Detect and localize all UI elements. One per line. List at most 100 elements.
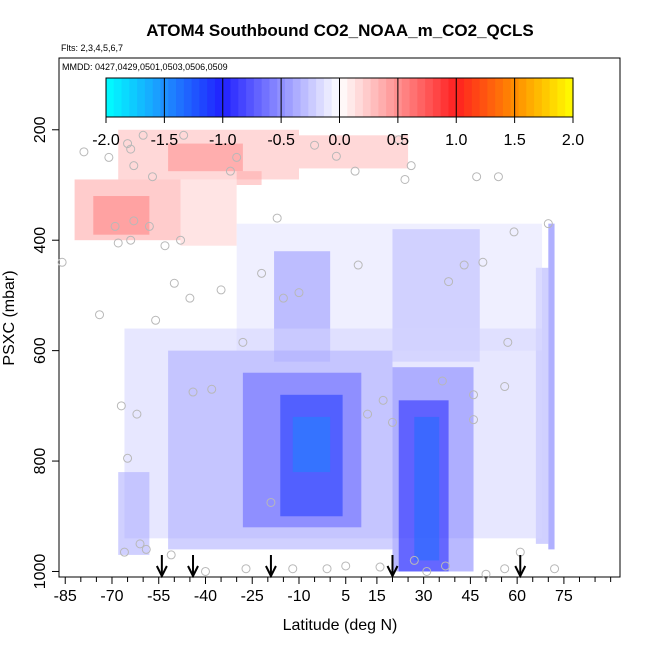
sample-point	[129, 161, 139, 171]
flight-arrow	[386, 555, 399, 579]
colorbar-tick-label: 1.5	[504, 132, 526, 149]
x-tick-label: -55	[147, 588, 170, 605]
flight-arrows	[155, 555, 527, 579]
colorbar-tick-label: 0.0	[328, 132, 350, 149]
flight-arrow	[155, 555, 168, 579]
sample-point	[288, 564, 298, 574]
colorbar-swatch	[456, 78, 465, 117]
colorbar-swatch	[541, 78, 551, 117]
sample-point	[422, 566, 432, 576]
colorbar-tick-label: -0.5	[267, 132, 295, 149]
heatmap-cell	[168, 143, 243, 172]
flight-arrow-head	[386, 565, 399, 579]
flight-arrow-head	[155, 565, 168, 579]
sample-point	[113, 238, 123, 248]
colorbar-swatch	[331, 78, 341, 117]
colorbar-swatch	[121, 78, 130, 117]
mmdd-label: MMDD: 0427,0429,0501,0503,0506,0509	[62, 62, 228, 72]
heatmap-cell	[180, 179, 237, 246]
x-tick-label: 30	[415, 588, 433, 605]
colorbar-tick-label: 2.0	[562, 132, 584, 149]
sample-point	[200, 566, 210, 576]
sample-point	[238, 337, 248, 347]
colorbar-swatch	[471, 78, 481, 117]
x-tick-label: -10	[287, 588, 310, 605]
colorbar-swatch	[207, 78, 216, 117]
colorbar-swatch	[440, 78, 450, 117]
colorbar-swatch	[565, 78, 574, 117]
sample-point	[400, 174, 410, 184]
y-axis: 200 400 600 800 1000	[32, 116, 59, 589]
sample-point	[116, 401, 126, 411]
x-tick-label: 75	[555, 588, 573, 605]
colorbar-swatch	[316, 78, 325, 117]
sample-point	[493, 172, 503, 182]
colorbar-swatch	[230, 78, 239, 117]
sample-point	[550, 564, 560, 574]
colorbar-swatch	[199, 78, 208, 117]
sample-point	[310, 140, 320, 150]
colorbar-swatch	[464, 78, 473, 117]
flight-arrow	[514, 555, 527, 579]
colorbar-swatch	[409, 78, 418, 117]
sample-point	[141, 544, 151, 554]
sample-point	[79, 147, 89, 157]
sample-point	[437, 376, 447, 386]
x-tick-label: -70	[100, 588, 123, 605]
colorbar-swatch	[129, 78, 138, 117]
colorbar-swatch	[339, 78, 348, 117]
sample-point	[160, 241, 170, 251]
flight-arrow-head	[187, 565, 199, 579]
sample-point	[503, 337, 513, 347]
sample-point	[207, 384, 217, 394]
sample-point	[123, 453, 133, 463]
colorbar-swatch	[386, 78, 395, 117]
sample-point	[509, 227, 519, 237]
x-axis: -85 -70 -55 -40 -25 -10 5 15 30 45 60 75	[54, 577, 612, 605]
x-tick-label: 15	[368, 588, 386, 605]
sample-point	[469, 415, 479, 425]
x-tick-label: 60	[508, 588, 526, 605]
flight-arrow	[265, 555, 277, 579]
colorbar-swatch	[495, 78, 504, 117]
colorbar-swatch	[448, 78, 457, 117]
sample-point	[144, 221, 154, 231]
flight-arrow-head	[514, 565, 527, 579]
colorbar-swatch	[176, 78, 185, 117]
colorbar-swatch	[222, 78, 232, 117]
colorbar-swatch	[425, 78, 434, 117]
sample-point	[469, 390, 479, 400]
x-tick-label: -25	[241, 588, 264, 605]
sample-point	[188, 387, 198, 397]
sample-point	[278, 293, 288, 303]
sample-point	[95, 310, 105, 320]
colorbar-swatch	[557, 78, 566, 117]
y-tick-label: 1000	[32, 554, 49, 590]
sample-point	[341, 561, 351, 571]
colorbar-swatch	[113, 78, 123, 117]
sample-point	[119, 547, 129, 557]
colorbar-swatch	[308, 78, 317, 117]
sample-point	[272, 213, 282, 223]
colorbar-swatch	[479, 78, 488, 117]
colorbar-swatch	[300, 78, 309, 117]
colorbar-swatch	[370, 78, 380, 117]
sample-point	[375, 562, 385, 572]
sample-point	[378, 395, 388, 405]
colorbar-swatch	[534, 78, 543, 117]
colorbar-swatch	[168, 78, 177, 117]
colorbar-swatch	[152, 78, 162, 117]
colorbar-tick-label: 1.0	[445, 132, 467, 149]
colorbar-tick-label: -1.5	[151, 132, 179, 149]
sample-point	[110, 221, 120, 231]
colorbar-swatch	[253, 78, 263, 117]
sample-point	[331, 151, 341, 161]
sample-point	[148, 172, 157, 182]
colorbar-swatch	[137, 78, 146, 117]
colorbar-swatch	[261, 78, 271, 117]
heatmap-cell	[118, 472, 150, 555]
sample-point	[151, 315, 161, 325]
sample-point	[387, 417, 397, 427]
x-tick-label: -40	[194, 588, 217, 605]
